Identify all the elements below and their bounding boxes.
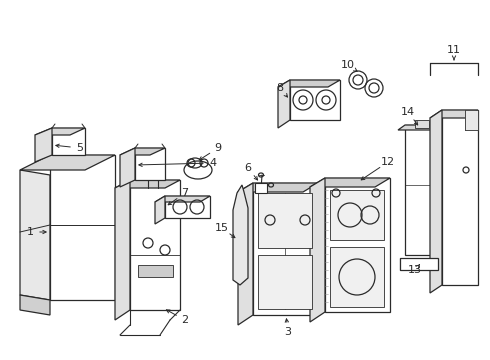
- Text: 12: 12: [381, 157, 395, 167]
- Polygon shape: [115, 180, 180, 188]
- Polygon shape: [155, 196, 165, 224]
- Text: 6: 6: [245, 163, 251, 173]
- Polygon shape: [278, 80, 290, 128]
- Polygon shape: [253, 183, 318, 315]
- Polygon shape: [400, 258, 438, 270]
- Text: 2: 2: [181, 315, 189, 325]
- Text: 14: 14: [401, 107, 415, 117]
- Text: 7: 7: [181, 188, 189, 198]
- Polygon shape: [135, 148, 165, 180]
- Polygon shape: [120, 148, 135, 187]
- Polygon shape: [50, 155, 115, 300]
- Text: 13: 13: [408, 265, 422, 275]
- Bar: [330, 247, 384, 307]
- Polygon shape: [35, 128, 85, 135]
- Polygon shape: [238, 183, 253, 325]
- Polygon shape: [120, 148, 165, 155]
- Polygon shape: [20, 295, 50, 315]
- Polygon shape: [430, 110, 478, 118]
- Text: 10: 10: [341, 60, 355, 70]
- Polygon shape: [35, 128, 52, 162]
- Bar: [258, 193, 312, 248]
- Polygon shape: [52, 128, 85, 155]
- Bar: [415, 120, 429, 128]
- Text: 1: 1: [26, 227, 33, 237]
- Polygon shape: [233, 185, 248, 285]
- Text: 8: 8: [276, 83, 284, 93]
- Bar: [258, 255, 312, 309]
- Text: 11: 11: [447, 45, 461, 55]
- Polygon shape: [20, 155, 115, 170]
- Text: 4: 4: [209, 158, 217, 168]
- Text: 3: 3: [285, 327, 292, 337]
- Polygon shape: [238, 183, 318, 192]
- Polygon shape: [155, 196, 210, 202]
- Polygon shape: [310, 178, 390, 187]
- Polygon shape: [430, 110, 442, 293]
- Polygon shape: [278, 80, 340, 87]
- Polygon shape: [465, 110, 478, 130]
- Polygon shape: [310, 178, 325, 322]
- Bar: [255, 183, 267, 193]
- Polygon shape: [325, 178, 390, 312]
- Polygon shape: [130, 180, 180, 310]
- Text: 15: 15: [215, 223, 229, 233]
- Polygon shape: [20, 170, 50, 300]
- Polygon shape: [115, 180, 130, 320]
- Text: 9: 9: [215, 143, 221, 153]
- Polygon shape: [442, 110, 478, 285]
- Polygon shape: [165, 196, 210, 218]
- Polygon shape: [398, 125, 440, 130]
- Bar: [138, 265, 173, 277]
- Text: 5: 5: [76, 143, 83, 153]
- Polygon shape: [290, 80, 340, 120]
- Bar: [330, 190, 384, 240]
- Polygon shape: [405, 125, 440, 255]
